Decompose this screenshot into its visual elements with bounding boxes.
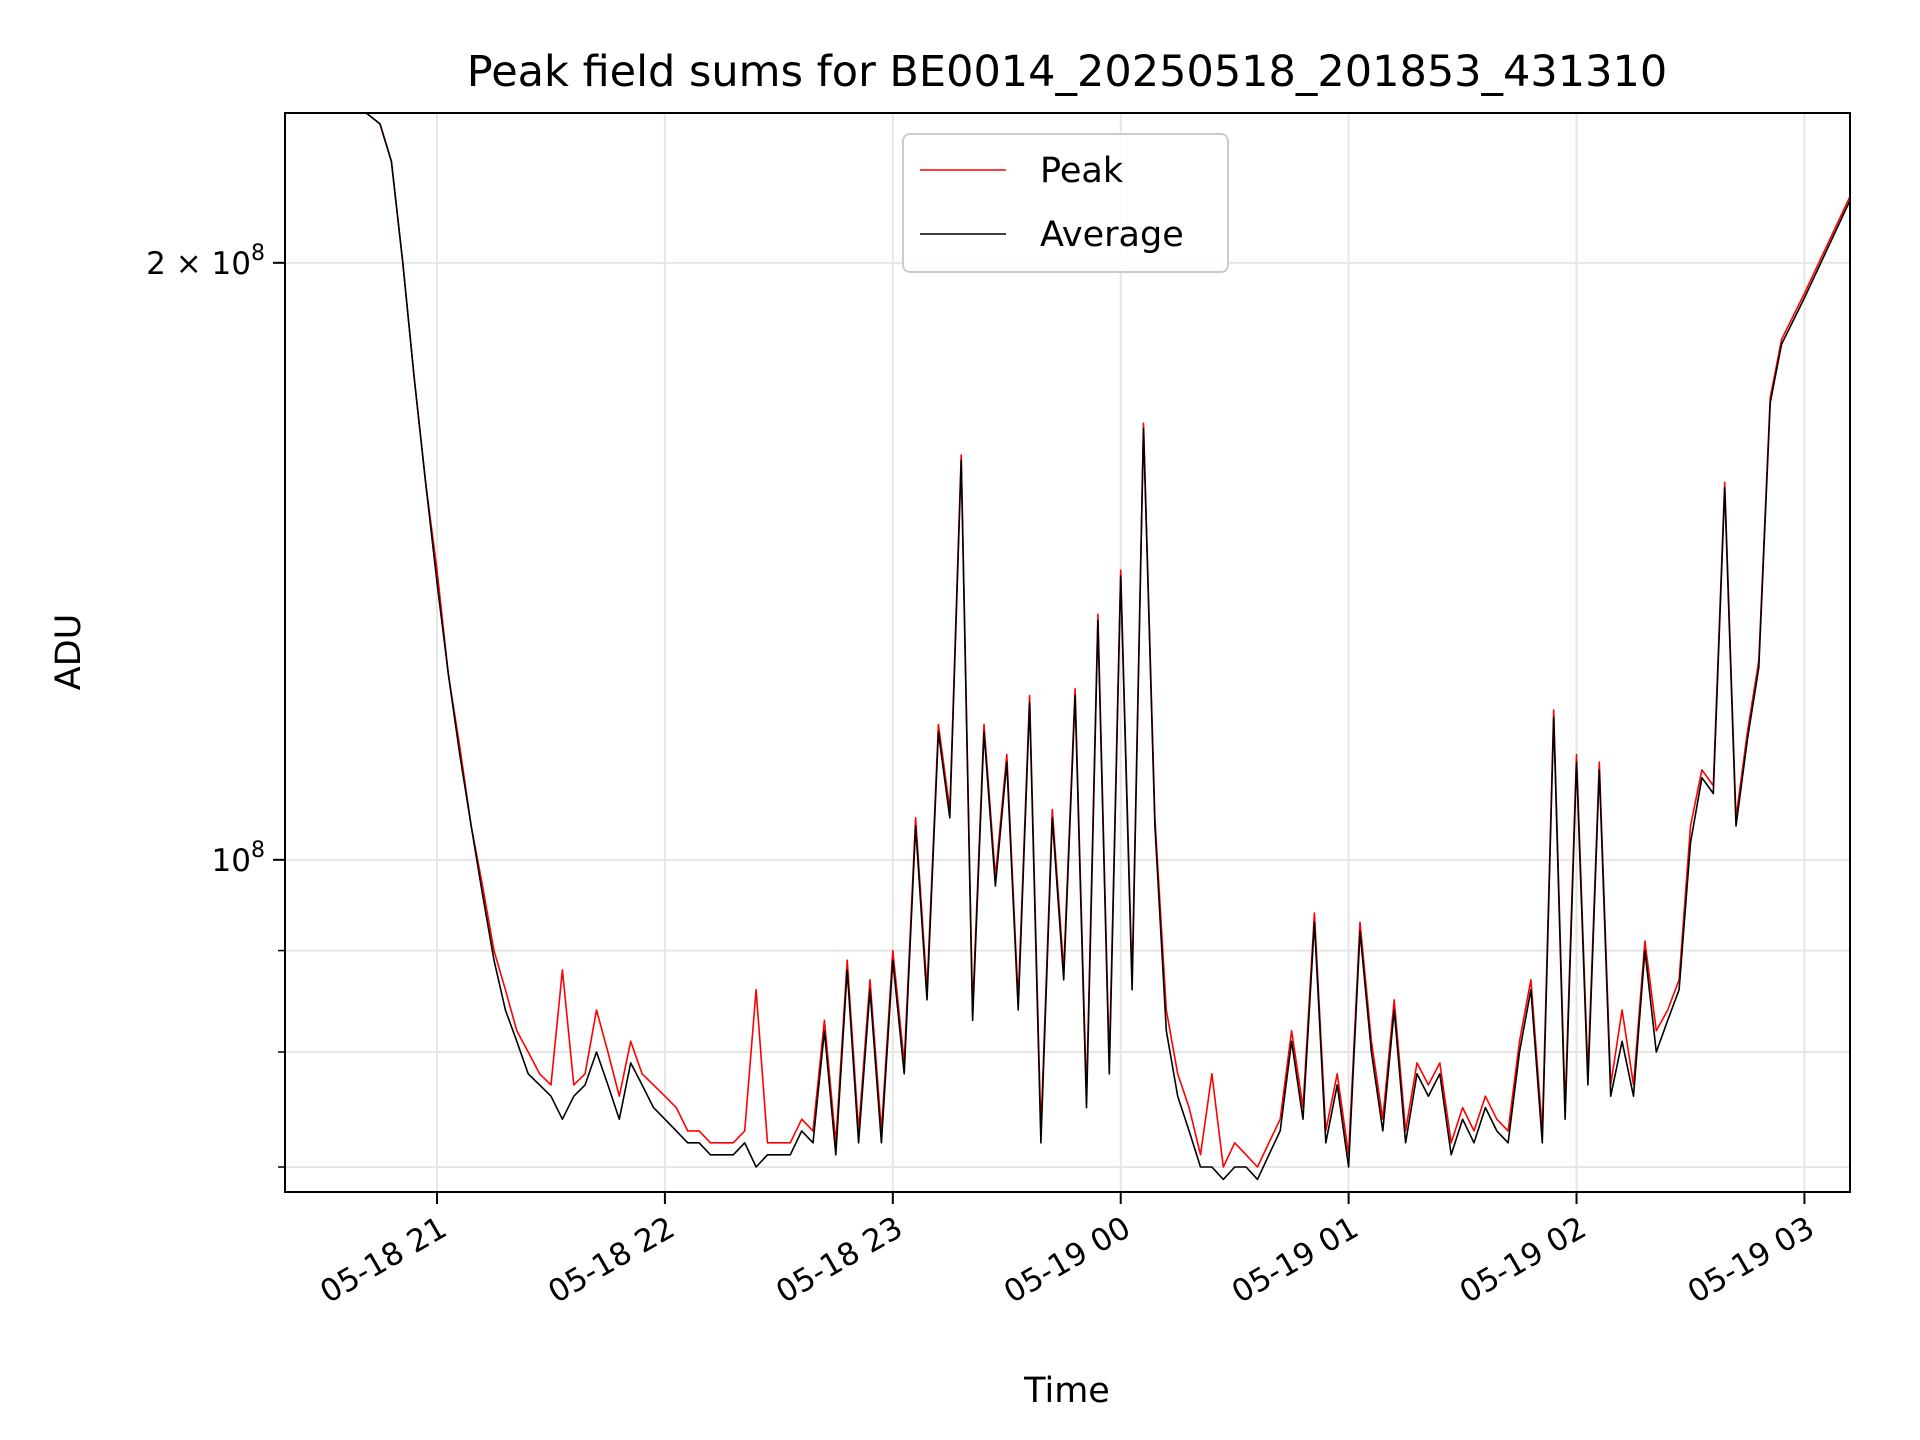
y-axis: 108 2 × 108 [146,241,285,1168]
legend-label-peak: Peak [1040,151,1124,191]
y-axis-label: ADU [49,614,89,691]
plot-frame [284,112,1851,1193]
legend-label-average: Average [1040,215,1184,255]
legend-box [902,133,1229,273]
y-tick-label: 108 [212,838,265,879]
series-line-average [364,113,1850,1181]
legend: Peak Average [902,133,1229,273]
series-layer [364,113,1850,1181]
chart-title: Peak field sums for BE0014_20250518_2018… [467,47,1667,97]
y-tick-label: 2 × 108 [146,241,265,282]
x-axis-label: Time [1023,1371,1110,1411]
